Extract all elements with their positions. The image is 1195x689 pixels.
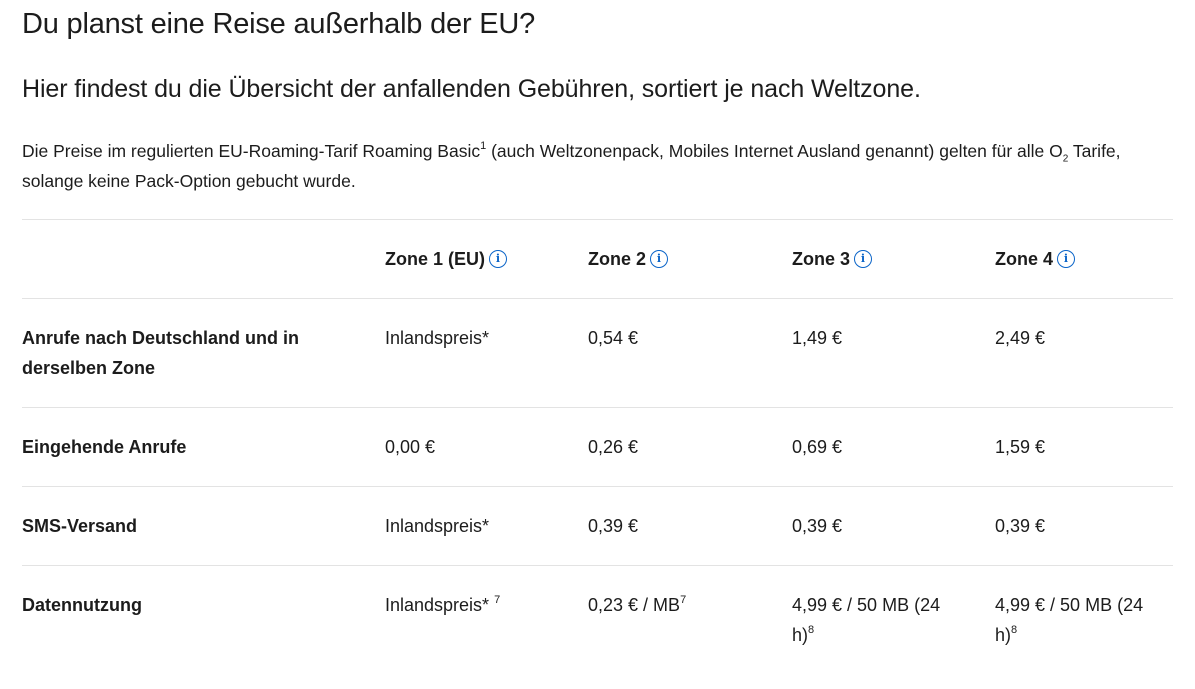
- info-icon[interactable]: i: [650, 250, 669, 268]
- row-label-incoming-calls: Eingehende Anrufe: [22, 437, 187, 457]
- price-cell: 0,23 € / MB7: [588, 590, 686, 620]
- row-label-data: Datennutzung: [22, 595, 142, 615]
- table-divider: [22, 486, 1173, 487]
- o2-subscript: 2: [1062, 153, 1069, 165]
- price-cell: 0,39 €: [588, 516, 639, 536]
- price-cell: Inlandspreis* 7: [385, 590, 500, 620]
- info-icon[interactable]: i: [489, 250, 508, 268]
- price-cell: 0,39 €: [792, 516, 843, 536]
- price-cell: 0,69 €: [792, 437, 843, 457]
- page-title: Du planst eine Reise außerhalb der EU?: [22, 8, 536, 40]
- price-cell: 0,26 €: [588, 437, 639, 457]
- footnote-ref[interactable]: 7: [494, 594, 501, 606]
- zone-4-label: Zone 4: [995, 249, 1054, 269]
- price-value: 0,23 € / MB: [588, 595, 681, 615]
- price-cell: Inlandspreis*: [385, 328, 490, 348]
- row-label-sms: SMS-Versand: [22, 516, 138, 536]
- zone-2-header: Zone 2 i: [588, 244, 669, 274]
- intro-text: Die Preise im regulierten EU-Roaming-Tar…: [22, 136, 1182, 196]
- price-cell: 1,49 €: [792, 328, 843, 348]
- price-cell: 0,54 €: [588, 328, 639, 348]
- footnote-ref-1[interactable]: 1: [480, 140, 487, 153]
- zone-3-label: Zone 3: [792, 249, 851, 269]
- price-cell: Inlandspreis*: [385, 516, 490, 536]
- zone-1-header: Zone 1 (EU) i: [385, 244, 508, 274]
- price-value: Inlandspreis*: [385, 595, 495, 615]
- price-value: 4,99 € / 50 MB (24 h): [792, 595, 941, 645]
- zone-1-label: Zone 1 (EU): [385, 249, 486, 269]
- footnote-ref[interactable]: 8: [1011, 624, 1018, 636]
- price-cell: 1,59 €: [995, 437, 1046, 457]
- footnote-ref[interactable]: 7: [680, 594, 687, 606]
- price-cell: 4,99 € / 50 MB (24 h)8: [792, 590, 952, 650]
- price-cell: 0,00 €: [385, 437, 436, 457]
- table-divider: [22, 407, 1173, 408]
- page-subtitle: Hier findest du die Übersicht der anfall…: [22, 75, 921, 103]
- price-cell: 4,99 € / 50 MB (24 h)8: [995, 590, 1155, 650]
- zone-3-header: Zone 3 i: [792, 244, 873, 274]
- zone-4-header: Zone 4 i: [995, 244, 1076, 274]
- price-value: 4,99 € / 50 MB (24 h): [995, 595, 1144, 645]
- info-icon[interactable]: i: [854, 250, 873, 268]
- info-icon[interactable]: i: [1057, 250, 1076, 268]
- intro-text-part-2: (auch Weltzonenpack, Mobiles Internet Au…: [486, 141, 1063, 161]
- table-divider: [22, 565, 1173, 566]
- zone-2-label: Zone 2: [588, 249, 647, 269]
- price-cell: 2,49 €: [995, 328, 1046, 348]
- row-label-calls: Anrufe nach Deutschland und in derselben…: [22, 328, 300, 378]
- footnote-ref[interactable]: 8: [808, 624, 815, 636]
- intro-text-part-3: Tarife, solange keine Pack-Option gebuch…: [22, 141, 1121, 191]
- intro-text-part-1: Die Preise im regulierten EU-Roaming-Tar…: [22, 141, 481, 161]
- price-cell: 0,39 €: [995, 516, 1046, 536]
- table-divider: [22, 219, 1173, 220]
- table-divider: [22, 298, 1173, 299]
